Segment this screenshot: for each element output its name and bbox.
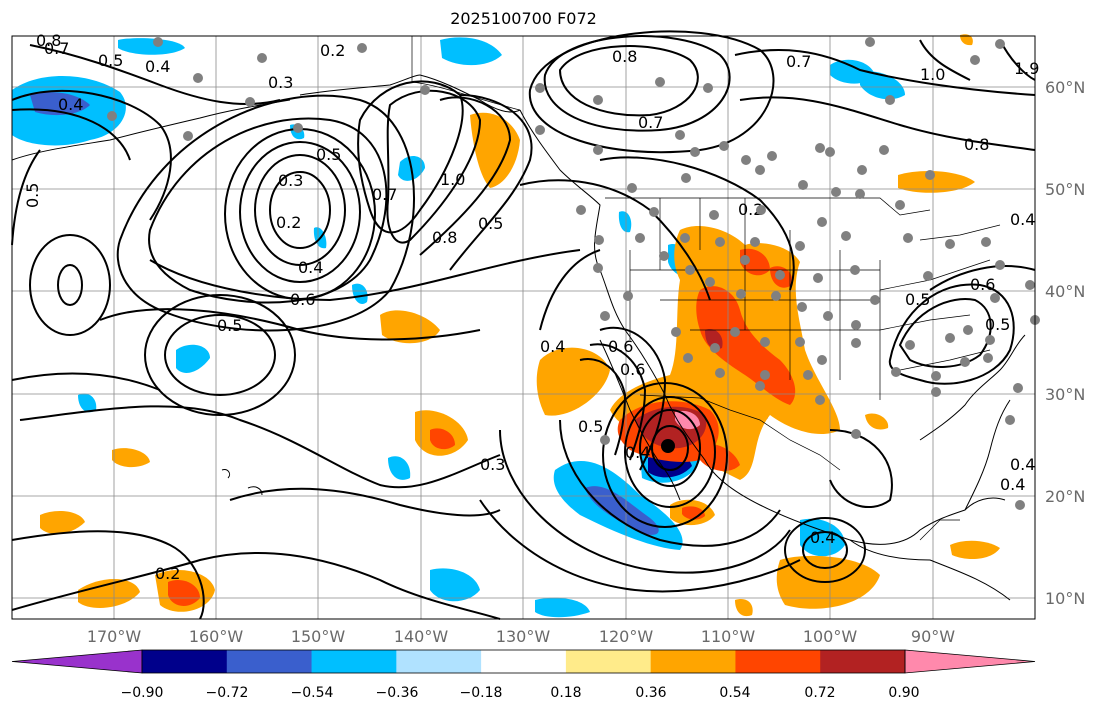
colorbar-outline xyxy=(141,649,906,674)
lat-label: 40°N xyxy=(1045,282,1085,301)
borders xyxy=(411,36,1001,541)
contour-label: 1.0 xyxy=(920,65,945,84)
colorbar-swatch xyxy=(142,650,228,673)
colorbar-swatch xyxy=(396,650,482,673)
map-frame xyxy=(11,35,1036,620)
contour-label: 0.5 xyxy=(316,145,341,164)
colorbar-tick-label: −0.90 xyxy=(121,685,164,701)
colorbar-swatch xyxy=(481,650,567,673)
lon-label: 140°W xyxy=(394,627,449,646)
contour-label: 0.3 xyxy=(480,455,505,474)
contour-label: 0.7 xyxy=(786,52,811,71)
contour-label: 0.3 xyxy=(268,73,293,92)
contour-label: 0.7 xyxy=(44,39,69,58)
lon-label: 130°W xyxy=(496,627,551,646)
colorbar-swatch xyxy=(226,650,313,673)
contour-label: 0.4 xyxy=(145,57,170,76)
contour-label: 1.9 xyxy=(1014,59,1039,78)
colorbar-extend-low xyxy=(11,649,143,674)
contour-label: 0.8 xyxy=(964,135,989,154)
colorbar-tick-label: 0.72 xyxy=(804,685,835,701)
contour-label: 0.6 xyxy=(620,360,645,379)
colorbar-extend-high xyxy=(904,649,1036,674)
contour-label: 0.2 xyxy=(276,213,301,232)
lon-label: 170°W xyxy=(87,627,142,646)
colorbar-swatch xyxy=(650,650,736,673)
contour-label: 0.5 xyxy=(985,315,1010,334)
contour-label: 0.2 xyxy=(738,200,763,219)
colorbar-tick-label: 0.54 xyxy=(719,685,750,701)
colorbar-swatch xyxy=(311,650,397,673)
lat-label: 60°N xyxy=(1045,78,1085,97)
contour-label: 0.6 xyxy=(290,290,315,309)
contour-label: 0.5 xyxy=(478,214,503,233)
lat-labels: 60°N 50°N 40°N 30°N 20°N 10°N xyxy=(1045,78,1085,608)
colorbar-tick-label: −0.18 xyxy=(460,685,503,701)
contour-label: 0.2 xyxy=(320,41,345,60)
contour-label: 1.0 xyxy=(440,170,465,189)
lon-label: 100°W xyxy=(803,627,858,646)
graticule xyxy=(12,36,1035,619)
contour-label: 0.4 xyxy=(625,443,650,462)
lat-label: 20°N xyxy=(1045,487,1085,506)
contour-labels: 0.8 0.7 0.5 0.4 0.2 0.3 0.4 0.5 0.5 0.3 … xyxy=(23,31,1039,583)
lon-label: 160°W xyxy=(189,627,244,646)
colorbar-tick-label: −0.36 xyxy=(376,685,419,701)
contour-label: 0.4 xyxy=(298,258,323,277)
lon-label: 120°W xyxy=(599,627,654,646)
contour-label: 0.4 xyxy=(1010,210,1035,229)
colorbar-tick-label: −0.72 xyxy=(206,685,249,701)
map-panel xyxy=(12,36,1035,619)
storm-center-marker xyxy=(661,439,675,453)
contour-label: 0.6 xyxy=(970,275,995,294)
lon-label: 110°W xyxy=(701,627,756,646)
colorbar-swatch xyxy=(735,650,821,673)
coastlines xyxy=(11,74,1026,601)
colorbar-tick-label: 0.90 xyxy=(888,685,919,701)
contour-label: 0.4 xyxy=(810,528,835,547)
contour-label: 0.5 xyxy=(98,51,123,70)
colorbar-ticks: −0.90 −0.72 −0.54 −0.36 −0.18 0.18 0.36 … xyxy=(121,685,920,701)
contour-lines xyxy=(11,30,1036,620)
colorbar-swatch xyxy=(820,650,906,673)
lon-labels: 170°W 160°W 150°W 140°W 130°W 120°W 110°… xyxy=(87,627,955,646)
lat-label: 50°N xyxy=(1045,180,1085,199)
contour-label: 0.3 xyxy=(278,171,303,190)
contour-label: 0.7 xyxy=(638,113,663,132)
lon-label: 150°W xyxy=(291,627,346,646)
station-dots xyxy=(107,37,1040,510)
contour-label: 0.5 xyxy=(905,290,930,309)
lat-label: 10°N xyxy=(1045,589,1085,608)
lon-label: 90°W xyxy=(911,627,955,646)
contour-label: 0.4 xyxy=(540,337,565,356)
contour-label: 0.8 xyxy=(612,47,637,66)
contour-label: 0.2 xyxy=(155,564,180,583)
contour-label: 0.6 xyxy=(608,337,633,356)
contour-label: 0.5 xyxy=(217,316,242,335)
contour-label: 0.8 xyxy=(432,228,457,247)
contour-label: 0.4 xyxy=(1000,475,1025,494)
contour-label: 0.5 xyxy=(23,183,42,208)
colorbar-tick-label: 0.18 xyxy=(550,685,581,701)
colorbar-tick-label: 0.36 xyxy=(635,685,666,701)
colorbar-tick-label: −0.54 xyxy=(291,685,334,701)
contour-label: 0.4 xyxy=(1010,455,1035,474)
contour-label: 0.4 xyxy=(58,95,83,114)
map-title: 2025100700 F072 xyxy=(450,9,597,28)
colorbar-swatch xyxy=(565,650,652,673)
contour-label: 0.7 xyxy=(372,185,397,204)
colorbar xyxy=(11,649,1036,674)
lat-label: 30°N xyxy=(1045,385,1085,404)
contour-label: 0.5 xyxy=(578,417,603,436)
